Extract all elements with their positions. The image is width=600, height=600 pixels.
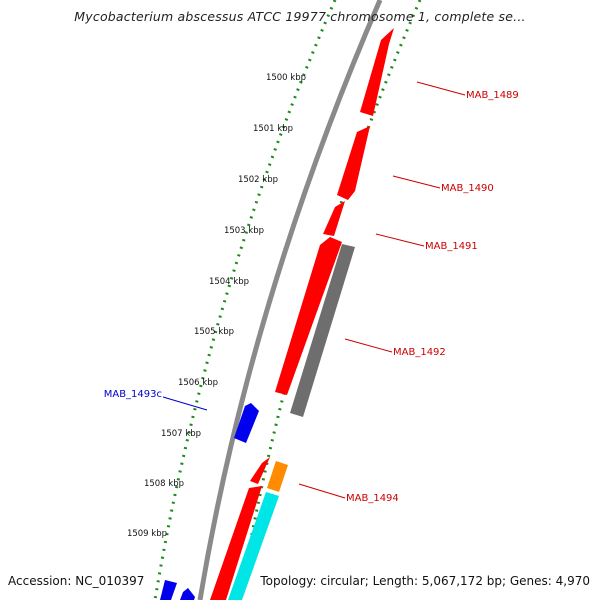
scale-label: 1506 kbp	[178, 378, 218, 388]
gene-arrow-mab-1491[interactable]	[323, 201, 345, 236]
label-line-mab-1492	[344, 338, 393, 353]
scale-label: 1502 kbp	[238, 175, 278, 185]
gene-arrow-mab-1494[interactable]	[250, 457, 270, 484]
gene-arrow-mab-1490[interactable]	[337, 126, 370, 200]
cyan-feature-bar[interactable]	[228, 492, 279, 600]
reverse-feature-small-1[interactable]	[160, 580, 177, 600]
reverse-feature-small-2[interactable]	[180, 588, 195, 600]
scale-label: 1500 kbp	[266, 73, 306, 83]
label-line-mab-1493c	[162, 396, 208, 411]
gene-label-mab-1489[interactable]: MAB_1489	[466, 90, 519, 101]
scale-label: 1508 kbp	[144, 479, 184, 489]
genome-summary-text: Topology: circular; Length: 5,067,172 bp…	[260, 574, 590, 588]
gene-arrow-mab-1493c[interactable]	[234, 403, 259, 443]
accession-text: Accession: NC_010397	[8, 574, 145, 588]
scale-label: 1505 kbp	[194, 327, 234, 337]
gene-arrow-mab-1494-extended[interactable]	[210, 486, 262, 600]
scale-label: 1503 kbp	[224, 226, 264, 236]
label-line-mab-1489	[416, 81, 466, 96]
gene-arrow-mab-1492[interactable]	[275, 237, 342, 395]
scale-label: 1504 kbp	[209, 277, 249, 287]
label-line-mab-1490	[392, 175, 441, 189]
gene-label-mab-1491[interactable]: MAB_1491	[425, 241, 478, 252]
gene-label-mab-1490[interactable]: MAB_1490	[441, 183, 494, 194]
scale-label: 1501 kbp	[253, 124, 293, 134]
label-line-mab-1494	[298, 483, 346, 499]
scale-label: 1507 kbp	[161, 429, 201, 439]
gene-arrow-mab-1489[interactable]	[360, 28, 394, 116]
chromosome-backbone	[197, 0, 383, 600]
scale-label: 1509 kbp	[127, 529, 167, 539]
gray-feature-bar[interactable]	[290, 244, 355, 417]
gene-label-mab-1492[interactable]: MAB_1492	[393, 347, 446, 358]
orange-feature-bar[interactable]	[267, 461, 288, 492]
map-title: Mycobacterium abscessus ATCC 19977 chrom…	[74, 9, 526, 24]
gene-label-mab-1494[interactable]: MAB_1494	[346, 493, 399, 504]
label-line-mab-1491	[375, 233, 425, 247]
gene-label-mab-1493c[interactable]: MAB_1493c	[104, 389, 162, 400]
